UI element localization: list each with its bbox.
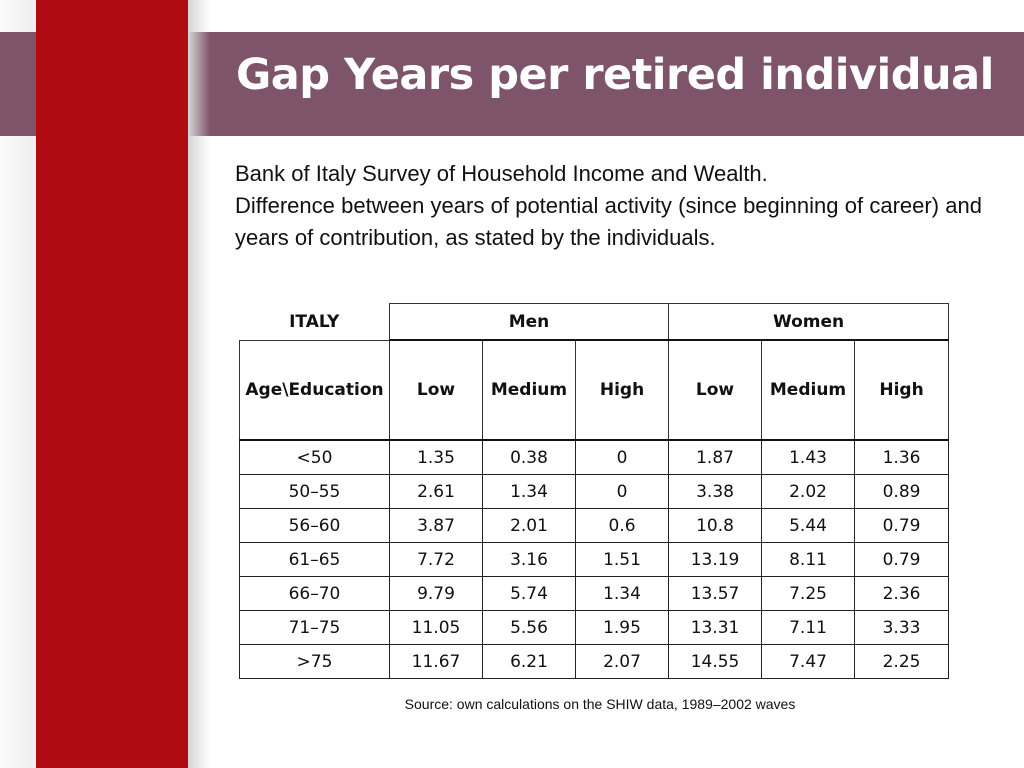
age-cell: 66–70	[239, 576, 390, 611]
group-women-header: Women	[668, 303, 950, 341]
value-cell: 6.21	[482, 644, 576, 679]
table-row: >75 11.67 6.21 2.07 14.55 7.47 2.25	[239, 644, 950, 679]
table-column-header-row: Age\Education Low Medium High Low Medium…	[239, 339, 950, 441]
slide-title: Gap Years per retired individual	[236, 50, 994, 100]
source-note: Source: own calculations on the SHIW dat…	[404, 696, 796, 712]
value-cell: 7.25	[761, 576, 856, 611]
table-row: 56–60 3.87 2.01 0.6 10.8 5.44 0.79	[239, 508, 950, 543]
table-row: 66–70 9.79 5.74 1.34 13.57 7.25 2.36	[239, 576, 950, 611]
value-cell: 0	[574, 474, 670, 509]
value-cell: 8.11	[761, 542, 856, 577]
value-cell: 2.36	[854, 576, 950, 611]
value-cell: 11.05	[389, 610, 483, 645]
value-cell: 7.47	[761, 644, 856, 679]
value-cell: 13.31	[668, 610, 763, 645]
description-line-1: Bank of Italy Survey of Household Income…	[235, 161, 768, 186]
value-cell: 3.87	[389, 508, 483, 543]
value-cell: 5.56	[482, 610, 576, 645]
column-header: Medium	[482, 339, 576, 441]
value-cell: 2.61	[389, 474, 483, 509]
age-cell: 61–65	[239, 542, 390, 577]
column-header: High	[854, 339, 950, 441]
value-cell: 1.51	[574, 542, 670, 577]
row-label-header: Age\Education	[239, 339, 390, 441]
value-cell: 2.01	[482, 508, 576, 543]
age-cell: <50	[239, 439, 390, 475]
table-row: 71–75 11.05 5.56 1.95 13.31 7.11 3.33	[239, 610, 950, 645]
value-cell: 0.89	[854, 474, 950, 509]
value-cell: 2.07	[574, 644, 670, 679]
table-row: 50–55 2.61 1.34 0 3.38 2.02 0.89	[239, 474, 950, 509]
value-cell: 9.79	[389, 576, 483, 611]
age-cell: 71–75	[239, 610, 390, 645]
value-cell: 1.43	[761, 439, 856, 475]
gap-years-table: ITALY Men Women Age\Education Low Medium…	[239, 303, 950, 679]
age-cell: 50–55	[239, 474, 390, 509]
value-cell: 7.11	[761, 610, 856, 645]
age-cell: 56–60	[239, 508, 390, 543]
value-cell: 13.19	[668, 542, 763, 577]
value-cell: 2.02	[761, 474, 856, 509]
value-cell: 1.95	[574, 610, 670, 645]
column-header: Low	[668, 339, 763, 441]
value-cell: 1.36	[854, 439, 950, 475]
value-cell: 2.25	[854, 644, 950, 679]
value-cell: 1.87	[668, 439, 763, 475]
red-accent-band	[36, 0, 188, 768]
value-cell: 3.33	[854, 610, 950, 645]
group-men-header: Men	[388, 303, 670, 341]
value-cell: 1.35	[389, 439, 483, 475]
value-cell: 11.67	[389, 644, 483, 679]
slide-description: Bank of Italy Survey of Household Income…	[235, 158, 982, 254]
column-header: Low	[389, 339, 483, 441]
value-cell: 0.79	[854, 508, 950, 543]
value-cell: 3.38	[668, 474, 763, 509]
table-row: <50 1.35 0.38 0 1.87 1.43 1.36	[239, 439, 950, 475]
column-header: High	[574, 339, 670, 441]
value-cell: 0.6	[574, 508, 670, 543]
value-cell: 7.72	[389, 542, 483, 577]
source-note-wrapper: Source: own calculations on the SHIW dat…	[0, 696, 1024, 712]
value-cell: 0.79	[854, 542, 950, 577]
value-cell: 10.8	[668, 508, 763, 543]
value-cell: 5.44	[761, 508, 856, 543]
value-cell: 3.16	[482, 542, 576, 577]
red-band-shadow	[188, 0, 210, 768]
value-cell: 5.74	[482, 576, 576, 611]
value-cell: 1.34	[574, 576, 670, 611]
country-label: ITALY	[289, 311, 340, 332]
value-cell: 0.38	[482, 439, 576, 475]
column-header: Medium	[761, 339, 856, 441]
value-cell: 13.57	[668, 576, 763, 611]
value-cell: 1.34	[482, 474, 576, 509]
table-group-header-row: ITALY Men Women	[240, 303, 950, 341]
value-cell: 14.55	[668, 644, 763, 679]
table-row: 61–65 7.72 3.16 1.51 13.19 8.11 0.79	[239, 542, 950, 577]
description-line-2: Difference between years of potential ac…	[235, 193, 982, 250]
age-cell: >75	[239, 644, 390, 679]
value-cell: 0	[574, 439, 670, 475]
